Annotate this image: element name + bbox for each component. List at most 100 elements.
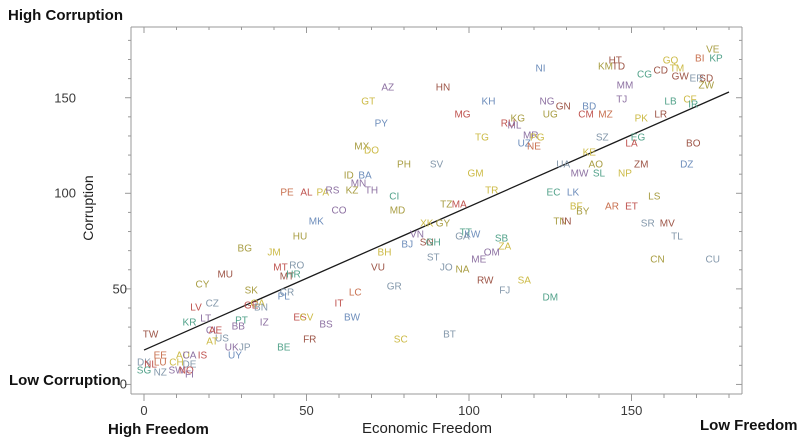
data-point-label-sv: SV [429,159,444,171]
data-point-label-lr: LR [654,109,668,121]
data-point-label-sl: SL [592,168,606,180]
y-axis-title: Corruption [80,175,96,241]
data-point-label-ph: PH [397,159,411,171]
data-point-label-py: PY [374,118,388,130]
data-point-label-bt: BT [443,329,456,341]
data-point-label-ke: KE [582,147,596,159]
data-point-label-sn: SN [419,237,434,249]
data-point-label-ao: AO [588,159,603,171]
data-point-label-st: ST [426,252,440,264]
data-point-label-lk: LK [566,187,580,199]
trend-line [143,91,730,351]
data-point-label-td: TD [611,61,626,73]
x-tick-label: 100 [458,403,480,418]
data-point-label-bo: BO [686,138,701,150]
x-tick-label: 50 [299,403,314,418]
data-point-label-mn: MN [350,178,367,190]
data-point-label-bg: BG [237,243,252,255]
data-point-label-fi: FI [185,369,194,381]
data-point-label-mm: MM [616,80,634,92]
data-point-label-pa: PA [316,187,330,199]
data-point-label-gr: GR [386,281,402,293]
data-point-label-bd: BD [582,101,597,113]
data-point-label-jp: JP [238,342,251,354]
data-point-label-ba: BA [358,170,372,182]
data-point-label-bh: BH [377,247,392,259]
data-point-label-lc: LC [348,287,362,299]
data-point-label-mx: MX [354,141,370,153]
data-point-label-vn: VN [410,229,424,241]
data-point-label-md: MD [389,205,406,216]
data-point-label-cf: CF [683,94,697,106]
data-point-label-tl: TL [671,231,683,243]
data-point-label-ch: CH [169,357,184,369]
data-point-label-be: BE [277,342,291,354]
data-point-label-dm: DM [542,292,559,304]
data-point-label-bn: BN [254,302,268,314]
low-freedom-label: Low Freedom [700,417,798,434]
data-point-label-ru: RU [500,118,516,130]
data-point-label-ir: IR [688,99,699,111]
data-point-label-uk: UK [224,342,239,354]
data-point-label-es: ES [293,312,307,324]
data-point-label-ls: LS [648,191,661,203]
data-point-label-np: NP [618,168,632,180]
data-point-label-ni: NI [535,63,546,75]
data-point-label-cl: CL [205,325,219,337]
data-point-label-me: ME [471,254,487,266]
data-point-label-tj: TJ [616,94,628,106]
data-point-label-th: TH [364,185,379,197]
data-point-label-cz: CZ [205,298,219,310]
data-point-label-fj: FJ [499,285,511,297]
data-point-label-gq: GQ [662,55,679,67]
data-point-label-mt: MT [279,271,295,283]
data-point-label-eg: EG [630,132,646,144]
data-point-label-sd: SD [699,73,714,85]
data-point-label-pk: PK [634,113,648,125]
data-point-label-sg: SG [136,365,152,377]
data-point-label-cy: CY [195,279,210,291]
x-tick-label: 0 [140,403,148,418]
data-point-label-dk: DK [137,357,151,369]
data-point-label-lt: LT [200,313,212,325]
data-point-label-uz: UZ [517,138,531,150]
data-point-label-us: US [215,333,229,345]
data-point-label-de: DE [182,359,197,371]
x-tick-label: 150 [620,403,643,418]
data-point-label-iz: IZ [259,317,269,329]
data-point-label-rs: RS [325,185,340,197]
data-point-label-ne: NE [527,141,541,153]
data-point-label-kw: KW [464,229,481,241]
data-point-label-ml: ML [507,120,522,132]
data-point-label-ee: EE [153,350,167,362]
data-point-label-lv: LV [190,302,202,314]
data-point-label-in: IN [561,216,572,228]
y-tick-label: 100 [54,185,76,201]
data-point-label-gw: GW [671,71,689,83]
data-point-label-pt: PT [235,315,248,327]
x-axis-title: Economic Freedom [361,420,493,437]
high-freedom-label: High Freedom [108,421,209,438]
data-point-label-cu: CU [705,254,720,266]
data-point-label-kh: KH [481,96,496,108]
data-point-label-cd: CD [653,65,668,77]
data-point-label-jm: JM [267,247,281,259]
data-point-label-gt: GT [361,96,376,108]
data-point-label-sz: SZ [595,132,609,144]
data-point-label-la: LA [625,138,638,150]
data-point-label-mu: MU [217,269,234,281]
data-point-label-rw: RW [477,275,494,287]
data-point-label-kr: KR [182,317,197,329]
y-tick-label: 50 [112,281,127,297]
data-point-label-qa: QA [250,298,265,310]
data-point-label-bb: BB [231,321,245,333]
data-point-label-sa: SA [517,275,531,287]
data-point-label-km: KM [598,61,613,73]
data-point-label-id: ID [343,170,354,182]
data-point-label-vu: VU [371,262,385,274]
data-point-label-na: NA [455,264,470,276]
data-point-label-sw: SW [168,365,185,377]
data-point-label-at: AT [206,336,219,348]
data-point-label-pg: PG [530,132,545,144]
